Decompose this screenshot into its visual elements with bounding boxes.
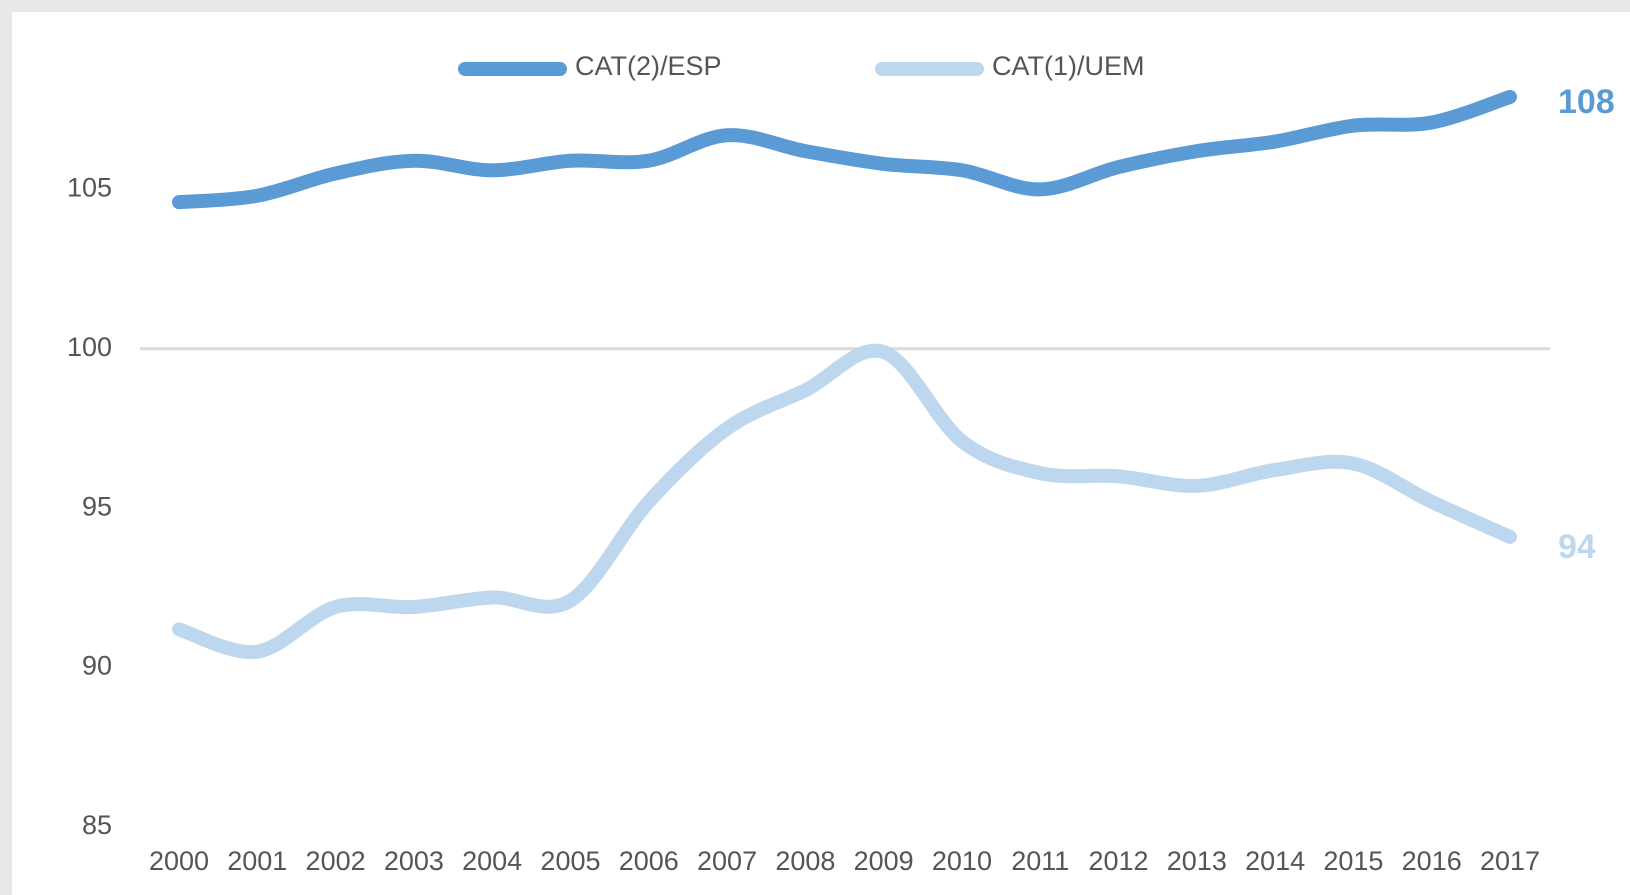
x-tick-label: 2006	[619, 846, 679, 876]
x-tick-label: 2011	[1011, 846, 1069, 876]
y-tick-label: 90	[82, 651, 112, 681]
end-label: 94	[1558, 528, 1596, 566]
x-tick-label: 2014	[1245, 846, 1305, 876]
legend-label: CAT(2)/ESP	[575, 51, 722, 81]
end-label: 108	[1558, 83, 1615, 121]
x-tick-label: 2003	[384, 846, 444, 876]
x-tick-label: 2002	[306, 846, 366, 876]
y-tick-label: 100	[67, 332, 112, 362]
x-tick-label: 2012	[1088, 846, 1148, 876]
y-tick-label: 95	[82, 491, 112, 521]
panel	[12, 12, 1630, 895]
x-tick-label: 2010	[932, 846, 992, 876]
legend-label: CAT(1)/UEM	[992, 51, 1145, 81]
x-tick-label: 2008	[775, 846, 835, 876]
x-tick-label: 2004	[462, 846, 522, 876]
x-tick-label: 2016	[1402, 846, 1462, 876]
series-line	[172, 89, 1517, 210]
y-tick-label: 85	[82, 810, 112, 840]
x-tick-label: 2009	[854, 846, 914, 876]
x-tick-label: 2013	[1167, 846, 1227, 876]
series-line	[172, 343, 1517, 660]
y-tick-label: 105	[67, 173, 112, 203]
x-tick-label: 2000	[149, 846, 209, 876]
x-tick-label: 2007	[697, 846, 757, 876]
x-tick-label: 2001	[227, 846, 287, 876]
x-tick-label: 2015	[1323, 846, 1383, 876]
x-tick-label: 2005	[540, 846, 600, 876]
x-tick-label: 2017	[1480, 846, 1540, 876]
